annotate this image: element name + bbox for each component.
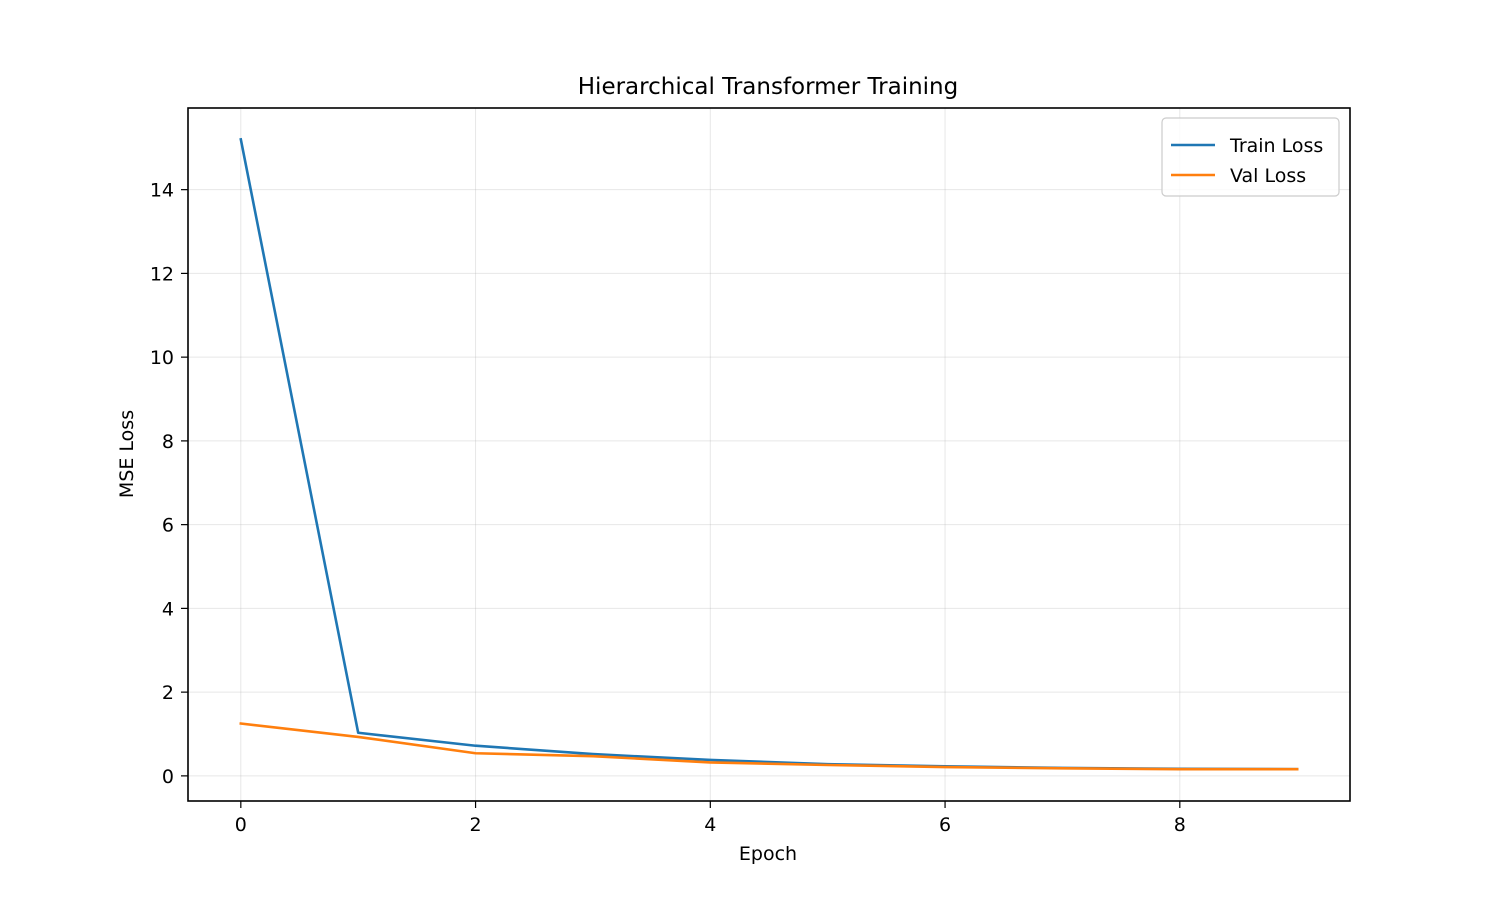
x-tick-label: 6 (939, 814, 951, 836)
x-tick-label: 4 (704, 814, 716, 836)
y-tick-label: 2 (162, 682, 174, 704)
x-tick-label: 0 (235, 814, 247, 836)
y-tick-label: 8 (162, 431, 174, 453)
y-tick-label: 0 (162, 766, 174, 788)
legend: Train Loss Val Loss (1161, 117, 1340, 197)
y-tick-label: 12 (150, 263, 174, 285)
y-tick-label: 4 (162, 598, 174, 620)
x-axis: 0 2 4 6 8 (235, 801, 1186, 836)
y-tick-label: 6 (162, 515, 174, 537)
x-tick-label: 8 (1174, 814, 1186, 836)
legend-label-train-loss: Train Loss (1229, 135, 1323, 157)
legend-label-val-loss: Val Loss (1230, 165, 1306, 187)
chart-title: Hierarchical Transformer Training (578, 74, 958, 100)
series-lines (239, 137, 1299, 771)
grid (188, 108, 1350, 801)
y-tick-label: 14 (150, 180, 174, 202)
legend-box (1161, 117, 1340, 197)
series-line-val-loss (239, 722, 1299, 771)
y-axis-label: MSE Loss (116, 410, 138, 498)
y-axis: 0 2 4 6 8 10 12 14 (150, 180, 188, 788)
y-tick-label: 10 (150, 347, 174, 369)
x-tick-label: 2 (470, 814, 482, 836)
x-axis-label: Epoch (739, 843, 797, 865)
plot-frame (187, 107, 1351, 802)
